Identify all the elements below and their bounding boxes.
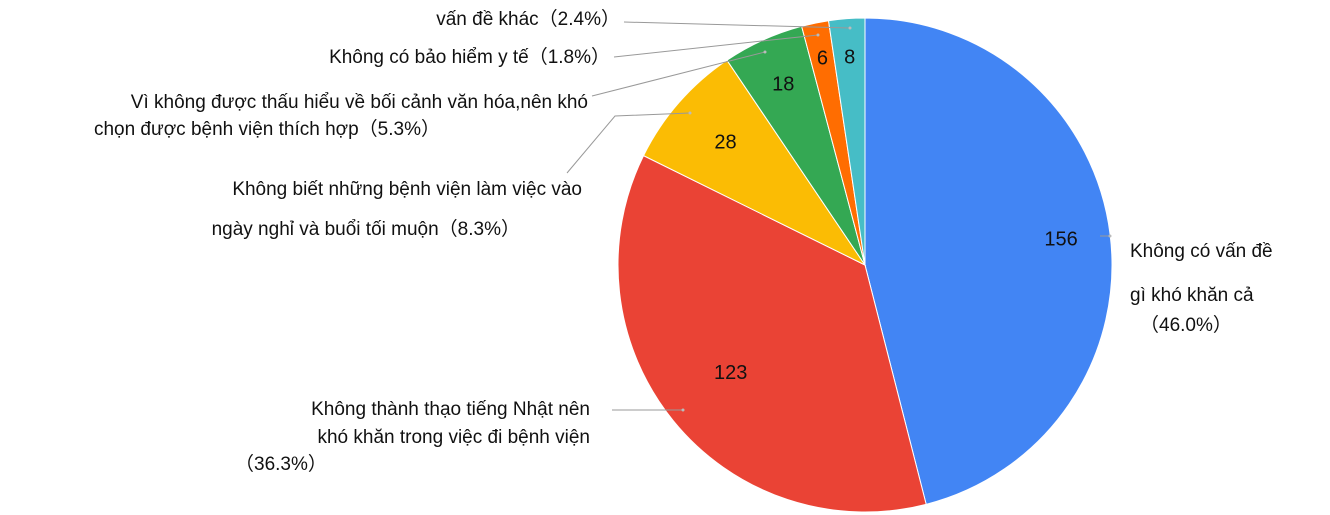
leader-dot xyxy=(848,26,852,30)
value-label: 28 xyxy=(714,131,736,153)
category-label: Vì không được thấu hiểu về bối cảnh văn … xyxy=(131,92,588,113)
leader-dot xyxy=(816,33,820,37)
pie-slice xyxy=(617,154,927,513)
leader-dot xyxy=(681,408,685,412)
value-label: 8 xyxy=(844,46,855,68)
category-label: Không có bảo hiểm y tế（1.8%） xyxy=(329,46,610,68)
category-label: khó khăn trong việc đi bệnh viện xyxy=(317,427,590,448)
category-label: （46.0%） xyxy=(1140,314,1232,336)
leader-line xyxy=(591,51,766,97)
category-label: Không biết những bệnh viện làm việc vào xyxy=(232,179,582,200)
leader-dot xyxy=(763,50,767,54)
value-label: 123 xyxy=(714,362,747,384)
leader-line xyxy=(613,34,819,58)
value-label: 18 xyxy=(772,73,794,95)
leader-dot xyxy=(1108,234,1112,238)
leader-line xyxy=(623,21,851,29)
category-label: gì khó khăn cả xyxy=(1130,285,1254,306)
value-label: 156 xyxy=(1044,229,1077,251)
leader-line xyxy=(566,112,691,174)
category-label: vấn đề khác（2.4%） xyxy=(436,8,620,30)
category-label: （36.3%） xyxy=(235,453,327,475)
category-label: Không thành thạo tiếng Nhật nên xyxy=(311,399,590,420)
pie-slice xyxy=(864,17,1113,505)
pie-slice xyxy=(827,17,866,266)
category-label: Không có vấn đề xyxy=(1130,241,1273,262)
category-label: ngày nghỉ và buổi tối muộn（8.3%） xyxy=(212,218,520,240)
category-label: chọn được bệnh viện thích hợp（5.3%） xyxy=(94,118,440,140)
value-label: 6 xyxy=(817,48,828,70)
leader-dot xyxy=(688,111,692,115)
